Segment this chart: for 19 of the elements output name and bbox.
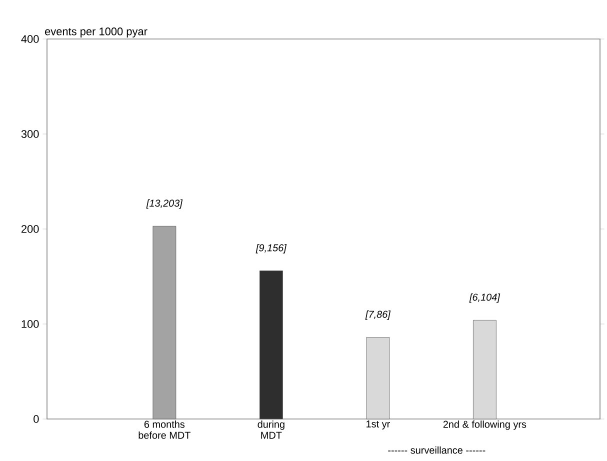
y-tick-label: 100 (22, 320, 39, 328)
bar (366, 337, 390, 420)
y-tick-label: 400 (21, 35, 39, 43)
annotation: [9,156] (256, 244, 287, 254)
bar (473, 320, 496, 420)
bar (259, 270, 283, 420)
x-tick-label: 2nd & following yrs (443, 420, 526, 430)
x-tick-label: 1st yr (366, 420, 390, 430)
y-tick-label: 200 (21, 225, 39, 233)
annotation: [7,86] (365, 310, 391, 320)
text: ------ surveillance ------ (388, 446, 486, 454)
x-tick-label: during MDT (258, 420, 284, 439)
y-tick-label: 300 (21, 130, 39, 138)
y-tick-label: 0 (34, 415, 39, 423)
annotation: [6,104] (469, 293, 500, 303)
y-axis-title: events per 1000 pyar (45, 28, 148, 38)
x-tick-label: 6 months before MDT (138, 420, 190, 439)
annotation: [13,203] (146, 199, 183, 209)
bar (152, 226, 176, 420)
